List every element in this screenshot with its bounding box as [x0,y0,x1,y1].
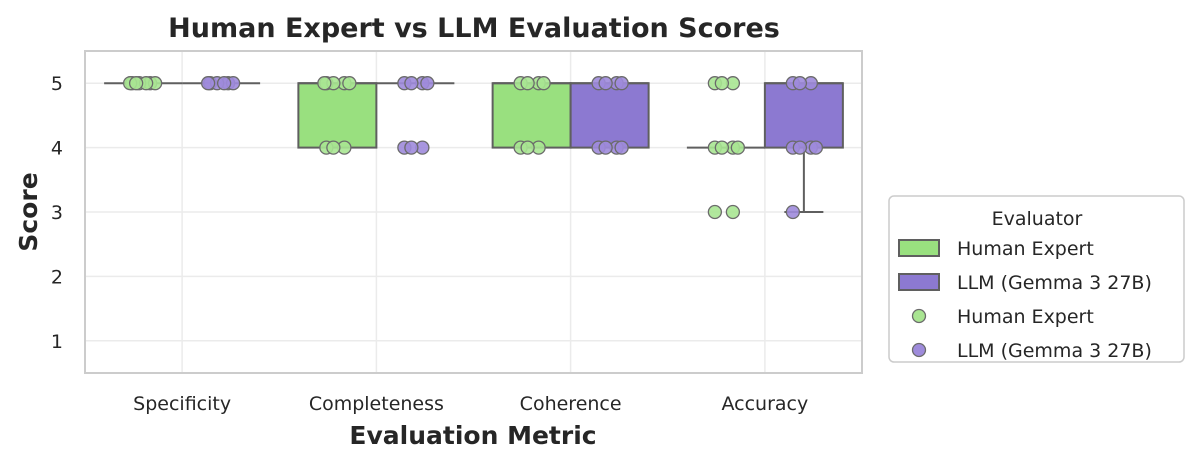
data-point [792,140,808,155]
legend-label: LLM (Gemma 3 27B) [957,340,1152,362]
y-axis-ticks: 1 2 3 4 5 [51,73,63,353]
legend-label: LLM (Gemma 3 27B) [957,272,1152,294]
y-axis-label: Score [14,172,43,251]
strip-points [122,76,824,220]
data-point [520,76,535,91]
data-point [725,204,741,220]
data-point [404,140,419,155]
data-point [785,204,801,220]
data-point [128,76,144,91]
legend-label: Human Expert [957,238,1094,260]
data-point [808,140,824,155]
y-tick-label: 5 [51,73,63,95]
data-point [420,76,435,91]
legend-title: Evaluator [992,208,1083,230]
y-tick-label: 3 [51,202,63,224]
data-point [792,76,808,91]
y-tick-label: 2 [51,266,63,288]
data-point [714,140,730,155]
y-tick-label: 4 [51,138,63,160]
box-0-2 [491,82,572,149]
x-tick-label: Completeness [309,393,444,415]
box-0-1 [297,82,378,149]
x-axis-ticks: Specificity Completeness Coherence Accuracy [133,393,808,415]
legend-point-swatch [911,342,927,358]
data-point [404,76,419,91]
y-tick-label: 1 [51,331,63,353]
data-point [520,140,535,155]
data-point [598,76,613,91]
data-point [326,140,341,155]
legend-box-swatch [898,273,940,291]
x-tick-label: Accuracy [722,393,809,415]
legend-point-swatch [911,308,927,324]
chart-title: Human Expert vs LLM Evaluation Scores [168,13,780,44]
legend-frame [888,195,1185,363]
data-point [536,76,551,91]
box-1-2 [569,82,650,149]
data-point [200,76,216,91]
data-point [614,76,629,91]
x-tick-label: Specificity [133,393,231,415]
data-point [342,76,357,91]
data-point [598,140,613,155]
legend: Evaluator Human Expert LLM (Gemma 3 27B) H… [888,195,1185,363]
data-point [216,76,232,91]
x-tick-label: Coherence [520,393,622,415]
data-point [730,140,746,155]
legend-label: Human Expert [957,306,1094,328]
data-point [707,204,723,220]
legend-box-swatch [898,239,940,257]
box-1-3 [763,82,844,149]
x-axis-label: Evaluation Metric [349,421,596,450]
data-point [714,76,730,91]
plot-frame [84,50,863,374]
data-point [317,76,332,91]
data-point [614,140,629,155]
